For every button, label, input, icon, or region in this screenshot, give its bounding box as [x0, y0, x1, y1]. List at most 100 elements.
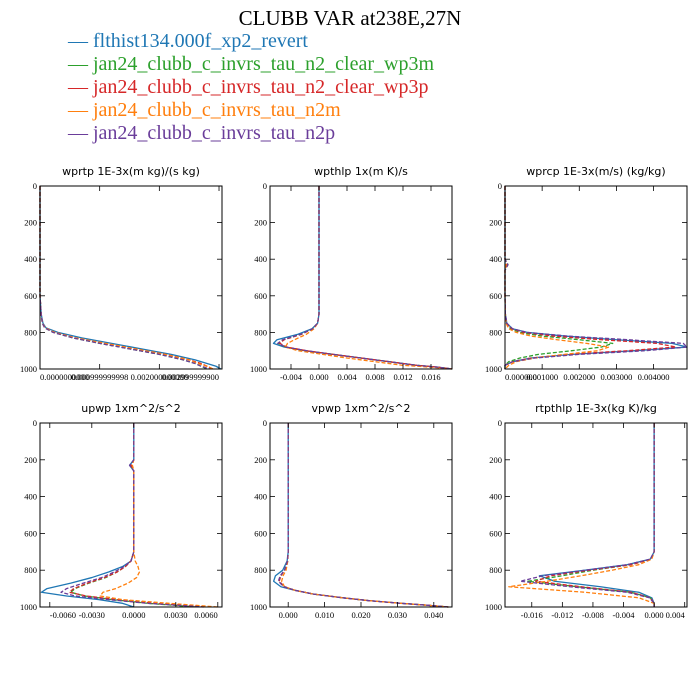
page-title: CLUBB VAR at238E,27N: [238, 6, 462, 30]
chart-panel-2: wpthlp 1x(m K)/s 0 200 400 600 800 1000 -0.004 0…: [250, 165, 453, 382]
y-tick-label: 400: [489, 492, 502, 502]
plot-frame: [39, 185, 223, 370]
series-line-4: [284, 186, 453, 370]
chart-title: upwp 1xm^2/s^2: [81, 402, 181, 415]
series-line-5: [39, 186, 211, 370]
x-tick-label: -0.0030: [79, 610, 105, 620]
series-line-3: [278, 423, 449, 608]
series-line-3: [534, 423, 655, 607]
y-tick-label: 0: [498, 181, 502, 191]
series-line-3: [279, 186, 453, 370]
series-line-5: [504, 186, 688, 369]
x-tick-label: 0.030: [388, 610, 407, 620]
x-tick-label: 0.0030: [164, 610, 187, 620]
legend-entry-2: — jan24_clubb_c_invrs_tau_n2_clear_wp3m: [68, 53, 434, 76]
series-line-2: [277, 186, 453, 370]
legend-entry-2-label: jan24_clubb_c_invrs_tau_n2_clear_wp3m: [93, 53, 435, 75]
plot-frame: [39, 422, 223, 608]
x-tick-label: 0.004: [666, 610, 686, 620]
legend-line-sample: —: [68, 30, 93, 52]
x-tick-label: 0.002999999900: [162, 372, 219, 382]
y-tick-label: 400: [254, 492, 267, 502]
x-tick-label: 0.012: [393, 372, 412, 382]
series-line-1: [272, 186, 453, 370]
y-tick-label: 600: [254, 528, 267, 538]
chart-panel-5: vpwp 1xm^2/s^2 0 200 400 600 800 1000 0.000 0.01…: [250, 402, 453, 620]
y-tick-label: 1000: [250, 364, 267, 374]
plot-frame: [269, 422, 453, 608]
x-tick-label: -0.008: [582, 610, 604, 620]
y-tick-label: 200: [489, 218, 502, 228]
x-tick-label: 0.004000: [638, 372, 670, 382]
series-line-2: [278, 423, 449, 608]
x-tick-label: 0.010: [315, 610, 334, 620]
plot-frame: [504, 422, 688, 608]
y-tick-label: 1000: [250, 602, 267, 612]
y-tick-label: 400: [254, 254, 267, 264]
x-tick-label: 0.000: [645, 610, 664, 620]
legend-entry-1: — flthist134.000f_xp2_revert: [68, 30, 434, 53]
y-tick-label: 1000: [20, 602, 37, 612]
x-tick-label: 0.020: [351, 610, 370, 620]
chart-panel-1: wprtp 1E-3x(m kg)/(s kg) 0 200 400 600 800 100…: [20, 165, 223, 382]
x-tick-label: 0.040: [424, 610, 443, 620]
legend-line-sample: —: [68, 122, 93, 144]
y-tick-label: 200: [489, 455, 502, 465]
x-tick-label: -0.012: [551, 610, 573, 620]
x-tick-label: 0.002000: [563, 372, 595, 382]
chart-title: rtpthlp 1E-3x(kg K)/kg: [535, 402, 657, 415]
series-line-4: [280, 423, 449, 608]
plot-frame: [504, 185, 688, 370]
legend-entry-3: — jan24_clubb_c_invrs_tau_n2_clear_wp3p: [68, 76, 434, 99]
y-tick-label: 600: [489, 528, 502, 538]
y-tick-label: 800: [24, 327, 37, 337]
x-tick-label: 0.008: [365, 372, 384, 382]
series-line-1: [40, 423, 135, 608]
x-tick-label: 0.001000: [526, 372, 558, 382]
x-tick-label: -0.004: [280, 372, 303, 382]
x-tick-label: 0.016: [421, 372, 440, 382]
chart-title: vpwp 1xm^2/s^2: [311, 402, 410, 415]
series-line-3: [68, 423, 207, 608]
legend-line-sample: —: [68, 53, 93, 75]
y-tick-label: 200: [24, 218, 37, 228]
y-tick-label: 800: [24, 565, 37, 575]
x-tick-label: -0.016: [521, 610, 543, 620]
chart-panel-4: upwp 1xm^2/s^2 0 200 400 600 800 1000 -0.0060 -0…: [20, 402, 223, 620]
series-line-2: [504, 186, 614, 369]
y-tick-label: 1000: [485, 602, 502, 612]
y-tick-label: 200: [254, 455, 267, 465]
series-line-5: [277, 423, 449, 608]
y-tick-label: 600: [24, 291, 37, 301]
x-tick-label: -0.0060: [50, 610, 76, 620]
legend-entry-4-label: jan24_clubb_c_invrs_tau_n2m: [93, 99, 341, 121]
y-tick-label: 400: [24, 254, 37, 264]
y-tick-label: 600: [24, 528, 37, 538]
series-line-5: [60, 423, 204, 608]
legend-line-sample: —: [68, 99, 93, 121]
x-tick-label: 0.003000: [600, 372, 632, 382]
chart-title: wprtp 1E-3x(m kg)/(s kg): [62, 165, 200, 178]
x-tick-label: 0.000000: [505, 372, 537, 382]
chart-panel-6: rtpthlp 1E-3x(kg K)/kg 0 200 400 600 800 1000 -…: [485, 402, 688, 620]
series-line-4: [99, 423, 218, 608]
y-tick-label: 400: [24, 492, 37, 502]
series-line-1: [39, 186, 222, 370]
legend-entry-4: — jan24_clubb_c_invrs_tau_n2m: [68, 99, 434, 122]
x-tick-label: 0.0060: [194, 610, 217, 620]
x-tick-label: 0.000999999998: [71, 372, 128, 382]
y-tick-label: 0: [33, 181, 37, 191]
legend-line-sample: —: [68, 76, 93, 98]
series-line-2: [39, 186, 208, 370]
chart-title: wpthlp 1x(m K)/s: [314, 165, 408, 178]
x-tick-label: 0.004: [337, 372, 357, 382]
x-tick-label: 0.0000: [122, 610, 145, 620]
y-tick-label: 800: [254, 327, 267, 337]
x-tick-label: 0.0000000000: [40, 372, 89, 382]
legend-entry-3-label: jan24_clubb_c_invrs_tau_n2_clear_wp3p: [93, 76, 429, 98]
chart-title: wprcp 1E-3x(m/s) (kg/kg): [526, 165, 665, 178]
x-tick-label: 0.000: [309, 372, 328, 382]
legend-entry-5-label: jan24_clubb_c_invrs_tau_n2p: [93, 122, 336, 144]
series-line-2: [527, 423, 655, 607]
